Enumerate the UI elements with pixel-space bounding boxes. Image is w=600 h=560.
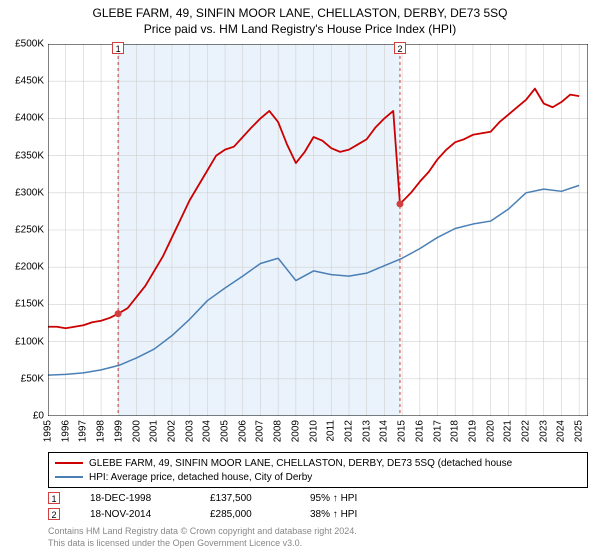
x-tick-label: 2021 bbox=[503, 420, 514, 442]
y-tick-label: £350K bbox=[15, 150, 44, 161]
chart-container: GLEBE FARM, 49, SINFIN MOOR LANE, CHELLA… bbox=[0, 0, 600, 560]
x-tick-label: 2009 bbox=[290, 420, 301, 442]
events-table: 1 18-DEC-1998 £137,500 95% ↑ HPI 2 18-NOV-201… bbox=[48, 490, 588, 522]
event-date: 18-NOV-2014 bbox=[90, 509, 180, 520]
y-tick-label: £50K bbox=[21, 373, 44, 384]
x-tick-label: 1997 bbox=[78, 420, 89, 442]
footer-line-2: This data is licensed under the Open Gov… bbox=[48, 538, 588, 550]
x-tick-label: 2016 bbox=[414, 420, 425, 442]
x-tick-label: 2011 bbox=[326, 420, 337, 442]
x-tick-label: 2008 bbox=[273, 420, 284, 442]
footer-line-1: Contains HM Land Registry data © Crown c… bbox=[48, 526, 588, 538]
event-pct: 38% ↑ HPI bbox=[310, 509, 390, 520]
x-tick-label: 2012 bbox=[343, 420, 354, 442]
x-tick-label: 2010 bbox=[308, 420, 319, 442]
legend-label: HPI: Average price, detached house, City… bbox=[89, 472, 312, 483]
x-tick-label: 2022 bbox=[521, 420, 532, 442]
title-line-1: GLEBE FARM, 49, SINFIN MOOR LANE, CHELLA… bbox=[0, 6, 600, 20]
x-tick-label: 1996 bbox=[60, 420, 71, 442]
event-date: 18-DEC-1998 bbox=[90, 493, 180, 504]
event-row: 2 18-NOV-2014 £285,000 38% ↑ HPI bbox=[48, 506, 588, 522]
x-tick-label: 2007 bbox=[255, 420, 266, 442]
title-block: GLEBE FARM, 49, SINFIN MOOR LANE, CHELLA… bbox=[0, 0, 600, 36]
legend-swatch bbox=[55, 462, 83, 464]
event-row: 1 18-DEC-1998 £137,500 95% ↑ HPI bbox=[48, 490, 588, 506]
event-number-box: 2 bbox=[48, 508, 60, 520]
y-tick-label: £250K bbox=[15, 225, 44, 236]
chart-svg bbox=[48, 44, 588, 416]
x-tick-label: 2024 bbox=[556, 420, 567, 442]
x-tick-label: 2019 bbox=[467, 420, 478, 442]
x-tick-label: 1998 bbox=[96, 420, 107, 442]
event-number-box: 1 bbox=[48, 492, 60, 504]
x-tick-label: 1999 bbox=[113, 420, 124, 442]
legend: GLEBE FARM, 49, SINFIN MOOR LANE, CHELLA… bbox=[48, 452, 588, 488]
chart-area: 12 bbox=[48, 44, 588, 416]
x-tick-label: 2005 bbox=[220, 420, 231, 442]
footer: Contains HM Land Registry data © Crown c… bbox=[48, 526, 588, 549]
event-pct: 95% ↑ HPI bbox=[310, 493, 390, 504]
x-tick-label: 2025 bbox=[574, 420, 585, 442]
y-tick-label: £200K bbox=[15, 262, 44, 273]
event-marker-box: 1 bbox=[112, 42, 124, 54]
x-tick-label: 2014 bbox=[379, 420, 390, 442]
event-price: £137,500 bbox=[210, 493, 280, 504]
x-tick-label: 2013 bbox=[361, 420, 372, 442]
y-axis-labels: £0£50K£100K£150K£200K£250K£300K£350K£400… bbox=[0, 44, 46, 416]
x-tick-label: 2000 bbox=[131, 420, 142, 442]
x-tick-label: 2004 bbox=[202, 420, 213, 442]
y-tick-label: £400K bbox=[15, 113, 44, 124]
title-line-2: Price paid vs. HM Land Registry's House … bbox=[0, 22, 600, 36]
x-tick-label: 2018 bbox=[450, 420, 461, 442]
x-tick-label: 2002 bbox=[166, 420, 177, 442]
event-price: £285,000 bbox=[210, 509, 280, 520]
legend-item: GLEBE FARM, 49, SINFIN MOOR LANE, CHELLA… bbox=[55, 456, 581, 470]
x-tick-label: 1995 bbox=[43, 420, 54, 442]
x-tick-label: 2020 bbox=[485, 420, 496, 442]
y-tick-label: £300K bbox=[15, 187, 44, 198]
y-tick-label: £100K bbox=[15, 336, 44, 347]
legend-item: HPI: Average price, detached house, City… bbox=[55, 470, 581, 484]
x-tick-label: 2003 bbox=[184, 420, 195, 442]
x-tick-label: 2017 bbox=[432, 420, 443, 442]
y-tick-label: £500K bbox=[15, 39, 44, 50]
x-tick-label: 2001 bbox=[149, 420, 160, 442]
y-tick-label: £150K bbox=[15, 299, 44, 310]
event-marker-box: 2 bbox=[394, 42, 406, 54]
x-axis-labels: 1995199619971998199920002001200220032004… bbox=[48, 418, 588, 448]
y-tick-label: £450K bbox=[15, 76, 44, 87]
x-tick-label: 2023 bbox=[538, 420, 549, 442]
legend-label: GLEBE FARM, 49, SINFIN MOOR LANE, CHELLA… bbox=[89, 458, 512, 469]
legend-swatch bbox=[55, 476, 83, 478]
x-tick-label: 2006 bbox=[237, 420, 248, 442]
x-tick-label: 2015 bbox=[397, 420, 408, 442]
